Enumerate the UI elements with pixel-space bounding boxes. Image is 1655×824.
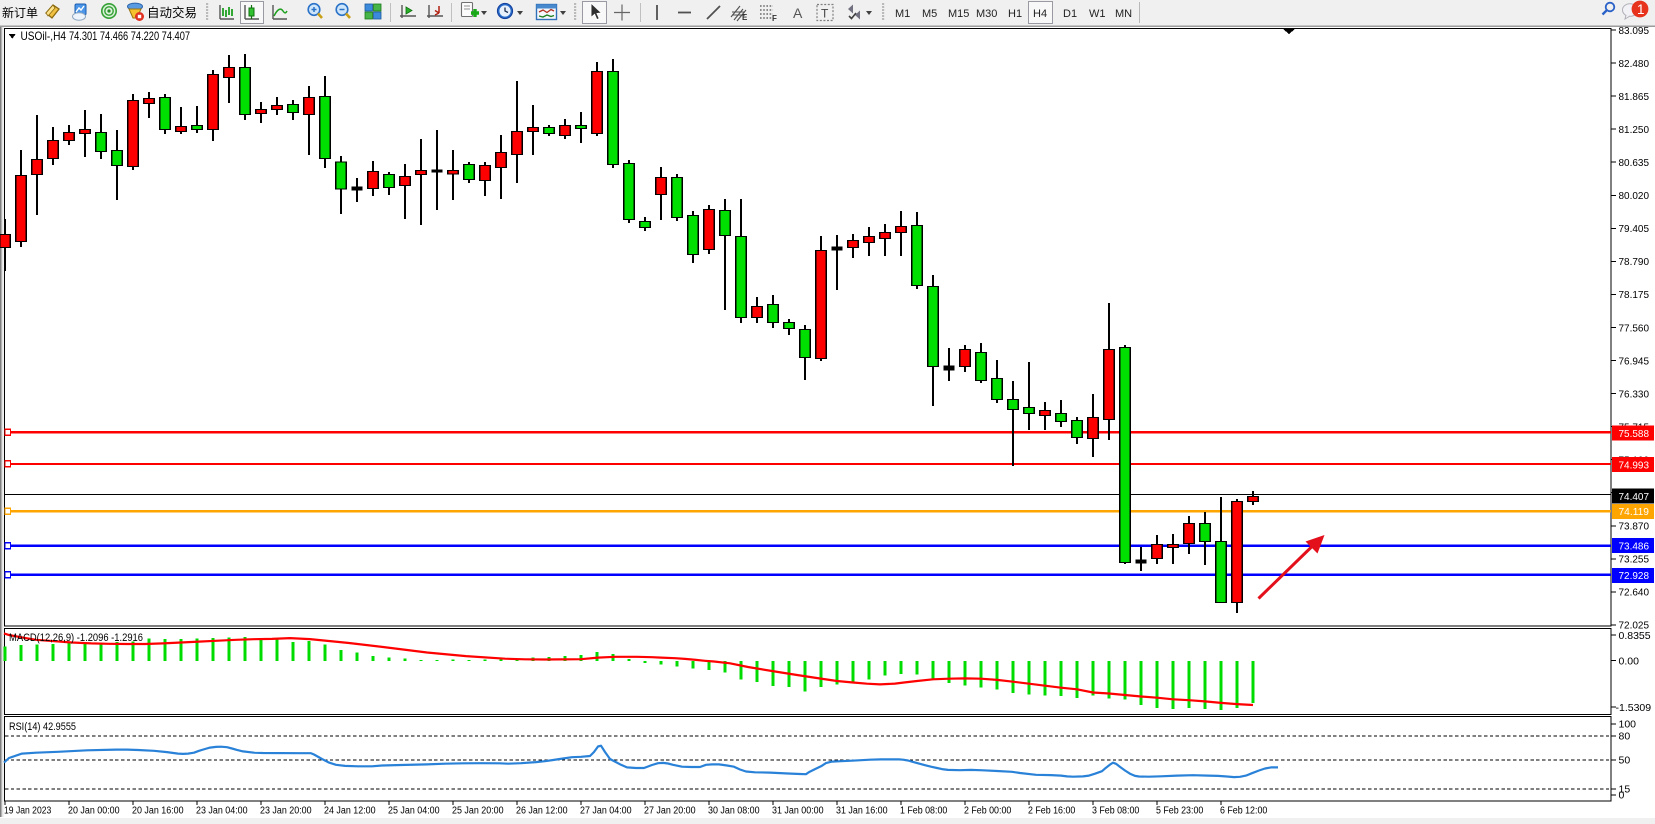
svg-text:74.301 74.466 74.220 74.407: 74.301 74.466 74.220 74.407: [69, 29, 190, 43]
svg-text:23 Jan 04:00: 23 Jan 04:00: [196, 806, 248, 817]
svg-text:D1: D1: [1063, 8, 1077, 20]
svg-text:31 Jan 00:00: 31 Jan 00:00: [772, 806, 824, 817]
svg-text:72.640: 72.640: [1619, 587, 1650, 599]
svg-text:MACD(12,26,9) -1.2096 -1.2916: MACD(12,26,9) -1.2096 -1.2916: [9, 632, 143, 644]
svg-text:76.945: 76.945: [1619, 355, 1650, 367]
svg-text:79.405: 79.405: [1619, 223, 1650, 235]
svg-text:74.993: 74.993: [1619, 459, 1650, 471]
svg-text:T: T: [821, 7, 829, 21]
svg-text:0.00: 0.00: [1619, 655, 1640, 667]
svg-text:自动交易: 自动交易: [147, 5, 197, 20]
svg-text:H1: H1: [1008, 8, 1022, 20]
svg-text:-1.5309: -1.5309: [1616, 702, 1652, 714]
svg-text:1: 1: [1637, 2, 1645, 17]
svg-text:50: 50: [1619, 755, 1631, 767]
svg-text:M15: M15: [948, 8, 969, 20]
svg-text:30 Jan 08:00: 30 Jan 08:00: [708, 806, 760, 817]
svg-text:25 Jan 20:00: 25 Jan 20:00: [452, 806, 504, 817]
svg-text:6 Feb 12:00: 6 Feb 12:00: [1220, 806, 1268, 817]
svg-text:77.560: 77.560: [1619, 322, 1650, 334]
svg-text:25 Jan 04:00: 25 Jan 04:00: [388, 806, 440, 817]
svg-text:80: 80: [1619, 731, 1631, 743]
svg-text:72.025: 72.025: [1619, 620, 1650, 632]
svg-text:73.255: 73.255: [1619, 554, 1650, 566]
svg-text:23 Jan 20:00: 23 Jan 20:00: [260, 806, 312, 817]
svg-text:M1: M1: [895, 8, 910, 20]
svg-text:31 Jan 16:00: 31 Jan 16:00: [836, 806, 888, 817]
svg-text:80.020: 80.020: [1619, 190, 1650, 202]
svg-text:3 Feb 08:00: 3 Feb 08:00: [1092, 806, 1140, 817]
svg-text:78.175: 78.175: [1619, 289, 1650, 301]
svg-text:81.865: 81.865: [1619, 91, 1650, 103]
svg-text:26 Jan 12:00: 26 Jan 12:00: [516, 806, 568, 817]
svg-text:20 Jan 16:00: 20 Jan 16:00: [132, 806, 184, 817]
svg-text:2 Feb 00:00: 2 Feb 00:00: [964, 806, 1012, 817]
svg-text:新订单: 新订单: [2, 5, 38, 20]
svg-text:73.486: 73.486: [1619, 540, 1650, 552]
svg-text:A: A: [793, 5, 803, 21]
svg-text:72.928: 72.928: [1619, 570, 1650, 582]
svg-text:74.119: 74.119: [1619, 506, 1650, 518]
svg-text:H4: H4: [1033, 8, 1047, 20]
svg-text:100: 100: [1619, 719, 1637, 731]
svg-text:5 Feb 23:00: 5 Feb 23:00: [1156, 806, 1204, 817]
svg-text:F: F: [772, 14, 777, 23]
svg-text:27 Jan 20:00: 27 Jan 20:00: [644, 806, 696, 817]
svg-text:76.330: 76.330: [1619, 388, 1650, 400]
svg-text:0: 0: [1619, 790, 1625, 802]
svg-text:RSI(14) 42.9555: RSI(14) 42.9555: [9, 721, 76, 733]
svg-text:M30: M30: [976, 8, 997, 20]
svg-text:80.635: 80.635: [1619, 157, 1650, 169]
svg-text:1 Feb 08:00: 1 Feb 08:00: [900, 806, 948, 817]
svg-text:78.790: 78.790: [1619, 256, 1650, 268]
svg-text:15: 15: [1619, 784, 1631, 796]
svg-text:USOil-,H4: USOil-,H4: [21, 29, 67, 43]
svg-text:27 Jan 04:00: 27 Jan 04:00: [580, 806, 632, 817]
svg-text:20 Jan 00:00: 20 Jan 00:00: [68, 806, 120, 817]
svg-text:82.480: 82.480: [1619, 58, 1650, 70]
svg-text:75.588: 75.588: [1619, 428, 1650, 440]
svg-text:81.250: 81.250: [1619, 124, 1650, 136]
svg-text:E: E: [742, 13, 748, 22]
svg-text:MN: MN: [1115, 8, 1132, 20]
svg-text:24 Jan 12:00: 24 Jan 12:00: [324, 806, 376, 817]
svg-text:73.870: 73.870: [1619, 521, 1650, 533]
svg-text:19 Jan 2023: 19 Jan 2023: [4, 806, 52, 817]
svg-text:0.8355: 0.8355: [1619, 630, 1651, 642]
svg-text:74.407: 74.407: [1619, 491, 1650, 503]
svg-text:W1: W1: [1089, 8, 1106, 20]
svg-text:2 Feb 16:00: 2 Feb 16:00: [1028, 806, 1076, 817]
svg-text:83.095: 83.095: [1619, 27, 1650, 37]
svg-text:M5: M5: [922, 8, 937, 20]
